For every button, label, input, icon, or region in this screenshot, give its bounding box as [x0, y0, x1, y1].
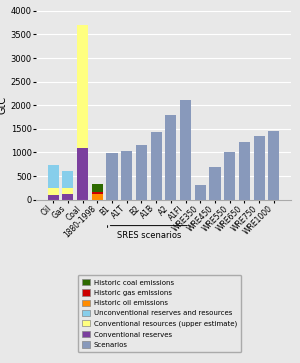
- Bar: [268, 131, 279, 200]
- Bar: [92, 195, 103, 200]
- Bar: [48, 188, 58, 195]
- Bar: [48, 165, 58, 188]
- Bar: [165, 115, 176, 200]
- Bar: [209, 167, 220, 200]
- Bar: [62, 188, 73, 194]
- Text: SRES scenarios: SRES scenarios: [117, 231, 181, 240]
- Bar: [92, 184, 103, 192]
- Legend: Historic coal emissions, Historic gas emissions, Historic oil emissions, Unconve: Historic coal emissions, Historic gas em…: [78, 275, 241, 352]
- Bar: [151, 132, 162, 200]
- Bar: [180, 99, 191, 200]
- Bar: [62, 171, 73, 188]
- Bar: [239, 142, 250, 200]
- Y-axis label: GtC: GtC: [0, 96, 8, 114]
- Bar: [92, 192, 103, 195]
- Bar: [224, 151, 235, 200]
- Bar: [62, 194, 73, 200]
- Bar: [48, 195, 58, 200]
- Bar: [195, 185, 206, 200]
- Bar: [136, 145, 147, 200]
- Bar: [106, 153, 118, 200]
- Bar: [77, 148, 88, 200]
- Bar: [77, 25, 88, 148]
- Bar: [254, 136, 265, 200]
- Bar: [121, 151, 132, 200]
